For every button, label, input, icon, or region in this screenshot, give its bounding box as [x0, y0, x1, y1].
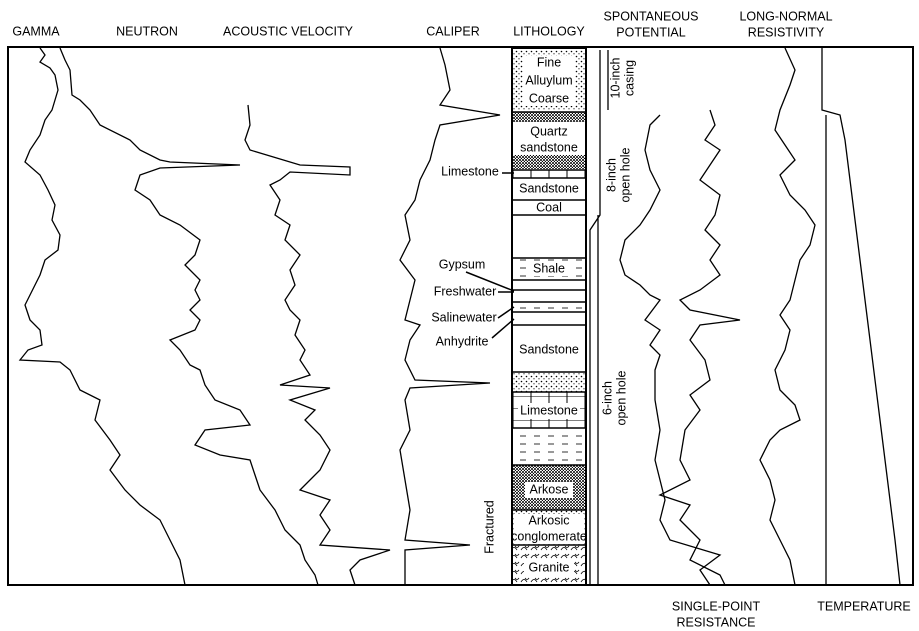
- header: GAMMA: [12, 24, 60, 38]
- callout: Limestone: [441, 164, 499, 178]
- layer-label: Fine: [537, 55, 561, 69]
- neutron-curve: [59, 47, 319, 586]
- layer-label: sandstone: [520, 140, 578, 154]
- layer-label: Limestone: [520, 403, 578, 417]
- long-normal-curve: [759, 47, 816, 586]
- casing-lines: [589, 50, 609, 585]
- annotation: open hole: [614, 370, 628, 425]
- callout: Fractured: [482, 500, 496, 554]
- single-point-curve: [658, 109, 741, 586]
- layer-label: Arkosic: [529, 513, 570, 527]
- callout: Anhydrite: [436, 334, 489, 348]
- header: LONG-NORMAL: [739, 9, 832, 23]
- layer-label: Coal: [536, 200, 562, 214]
- curves: [18, 47, 901, 586]
- gamma-curve: [18, 47, 186, 586]
- caliper-curve: [399, 47, 501, 585]
- header: RESISTANCE: [677, 615, 756, 629]
- header: LITHOLOGY: [513, 24, 585, 38]
- header: ACOUSTIC VELOCITY: [223, 24, 354, 38]
- annotation: 8-inch: [604, 158, 618, 192]
- frame: [7, 46, 914, 586]
- annotation: 6-inch: [600, 381, 614, 415]
- layer-label: Granite: [529, 560, 570, 574]
- layer-label: Quartz: [530, 124, 568, 138]
- layer-label: Sandstone: [519, 342, 579, 356]
- header: TEMPERATURE: [817, 599, 911, 613]
- header: SINGLE-POINT: [672, 599, 761, 613]
- layer-label: Arkose: [530, 482, 569, 496]
- callout: Salinewater: [431, 310, 496, 324]
- header: POTENTIAL: [616, 25, 686, 39]
- sp-curve: [619, 114, 722, 586]
- layer-label: Shale: [533, 261, 565, 275]
- borehole-annotations: 10-inch casing 8-inch open hole 6-inch o…: [600, 57, 636, 425]
- layer-label: Sandstone: [519, 181, 579, 195]
- layer-label: Alluylum: [525, 73, 572, 87]
- layer-label: Coarse: [529, 91, 569, 105]
- acoustic-curve: [244, 104, 391, 586]
- callout: Gypsum: [439, 257, 486, 271]
- headers: GAMMA NEUTRON ACOUSTIC VELOCITY CALIPER …: [12, 9, 910, 629]
- header: SPONTANEOUS: [604, 9, 699, 23]
- header: CALIPER: [426, 24, 480, 38]
- annotation: open hole: [618, 147, 632, 202]
- callouts: Limestone Gypsum Freshwater Salinewater …: [431, 164, 515, 554]
- lithology-column: Fine Alluylum Coarse Quartz sandstone Sa…: [511, 47, 587, 586]
- header: RESISTIVITY: [748, 25, 825, 39]
- callout: Freshwater: [434, 284, 497, 298]
- annotation: casing: [622, 60, 636, 96]
- temperature-curve: [821, 48, 901, 586]
- header: NEUTRON: [116, 24, 178, 38]
- layer-label: conglomerate: [511, 529, 587, 543]
- annotation: 10-inch: [608, 57, 622, 98]
